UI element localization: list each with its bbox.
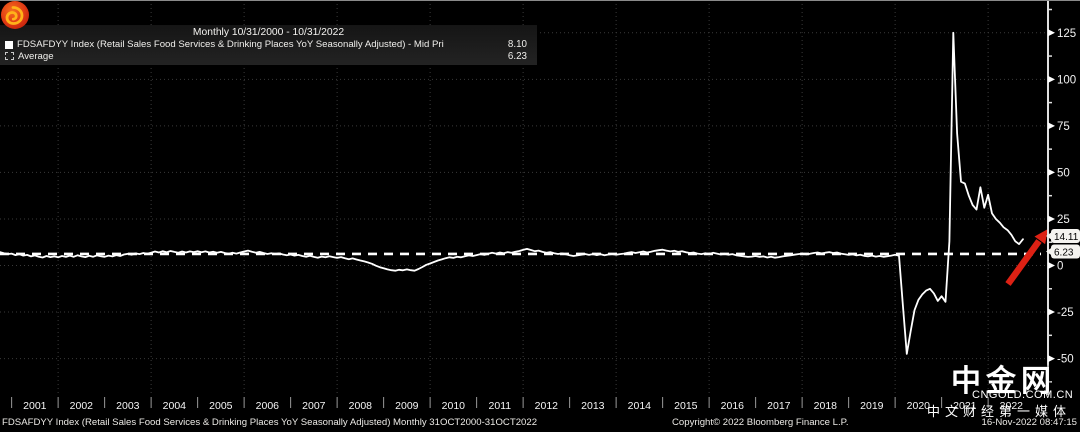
y-tick-label: 50 [1057,167,1070,179]
footer-bar: FDSAFDYY Index (Retail Sales Food Servic… [0,417,1080,431]
x-tick-label: 2011 [489,400,512,412]
x-tick-label: 2004 [163,400,187,412]
x-tick-label: 2007 [302,400,326,412]
footer-copyright: Copyright© 2022 Bloomberg Finance L.P. [672,417,849,428]
series-label: FDSAFDYY Index (Retail Sales Food Servic… [17,39,444,50]
x-tick-label: 2006 [256,400,280,412]
x-tick-label: 2022 [1000,400,1024,412]
average-value-tag-text: 6.23 [1054,248,1074,259]
footer-security-text: FDSAFDYY Index (Retail Sales Food Servic… [2,417,538,428]
x-tick-label: 2009 [395,400,419,412]
average-value-tag-notch [1046,247,1052,256]
legend-row-index[interactable]: FDSAFDYY Index (Retail Sales Food Servic… [0,39,537,51]
legend-row-average[interactable]: Average 6.23 [0,51,537,63]
y-tick-icon [1048,75,1055,83]
x-tick-label: 2016 [721,400,745,412]
series-swatch-icon [5,40,13,49]
y-tick-icon [1048,122,1055,130]
x-tick-label: 2018 [814,400,838,412]
watermark-slogan: 中文财经第一媒体 [927,404,1072,419]
watermark-domain: CNGOLD.COM.CN [972,389,1074,401]
average-label: Average [18,50,54,62]
y-tick-icon [1048,262,1055,269]
x-tick-label: 2017 [767,400,791,412]
x-tick-label: 2012 [535,400,559,412]
series-value: 8.10 [507,39,527,50]
x-tick-label: 2002 [70,400,94,412]
price-line [0,31,1024,355]
x-tick-label: 2019 [860,400,884,412]
footer-timestamp: 16-Nov-2022 08:47:15 [981,417,1077,428]
last-value-tag-text: 14.11 [1054,232,1079,243]
x-tick-label: 2005 [209,400,233,412]
annotation-arrow [1005,239,1042,286]
average-value-tag [1051,244,1080,259]
y-tick-label: 100 [1057,74,1076,86]
average-value: 6.23 [507,50,527,62]
x-tick-label: 2014 [628,400,652,412]
average-swatch-icon [5,52,14,61]
y-tick-icon [1048,308,1055,316]
y-tick-label: -50 [1057,354,1074,366]
x-tick-label: 2020 [907,400,931,412]
x-tick-label: 2003 [116,400,140,412]
y-tick-label: 125 [1057,28,1076,40]
watermark-brand: 中金网 [951,365,1056,398]
x-tick-label: 2013 [581,400,605,412]
y-tick-label: -25 [1057,307,1074,319]
annotation-arrowhead [1034,229,1048,245]
y-tick-label: 0 [1057,261,1063,273]
y-tick-icon [1048,215,1055,223]
last-value-tag-notch [1046,232,1052,240]
y-tick-icon [1048,168,1055,176]
y-tick-label: 75 [1057,121,1070,133]
x-tick-label: 2015 [674,400,698,412]
y-tick-icon [1048,29,1055,37]
y-tick-icon [1048,355,1055,363]
cngold-logo-icon [1,1,29,29]
x-tick-label: 2021 [953,400,977,412]
x-tick-label: 2001 [23,400,47,412]
x-tick-label: 2008 [349,400,373,412]
legend-period: Monthly 10/31/2000 - 10/31/2022 [192,27,345,38]
legend-panel: Monthly 10/31/2000 - 10/31/2022 FDSAFDYY… [0,25,537,65]
last-value-tag [1051,229,1080,243]
y-tick-label: 25 [1057,214,1070,226]
x-tick-label: 2010 [442,400,466,412]
